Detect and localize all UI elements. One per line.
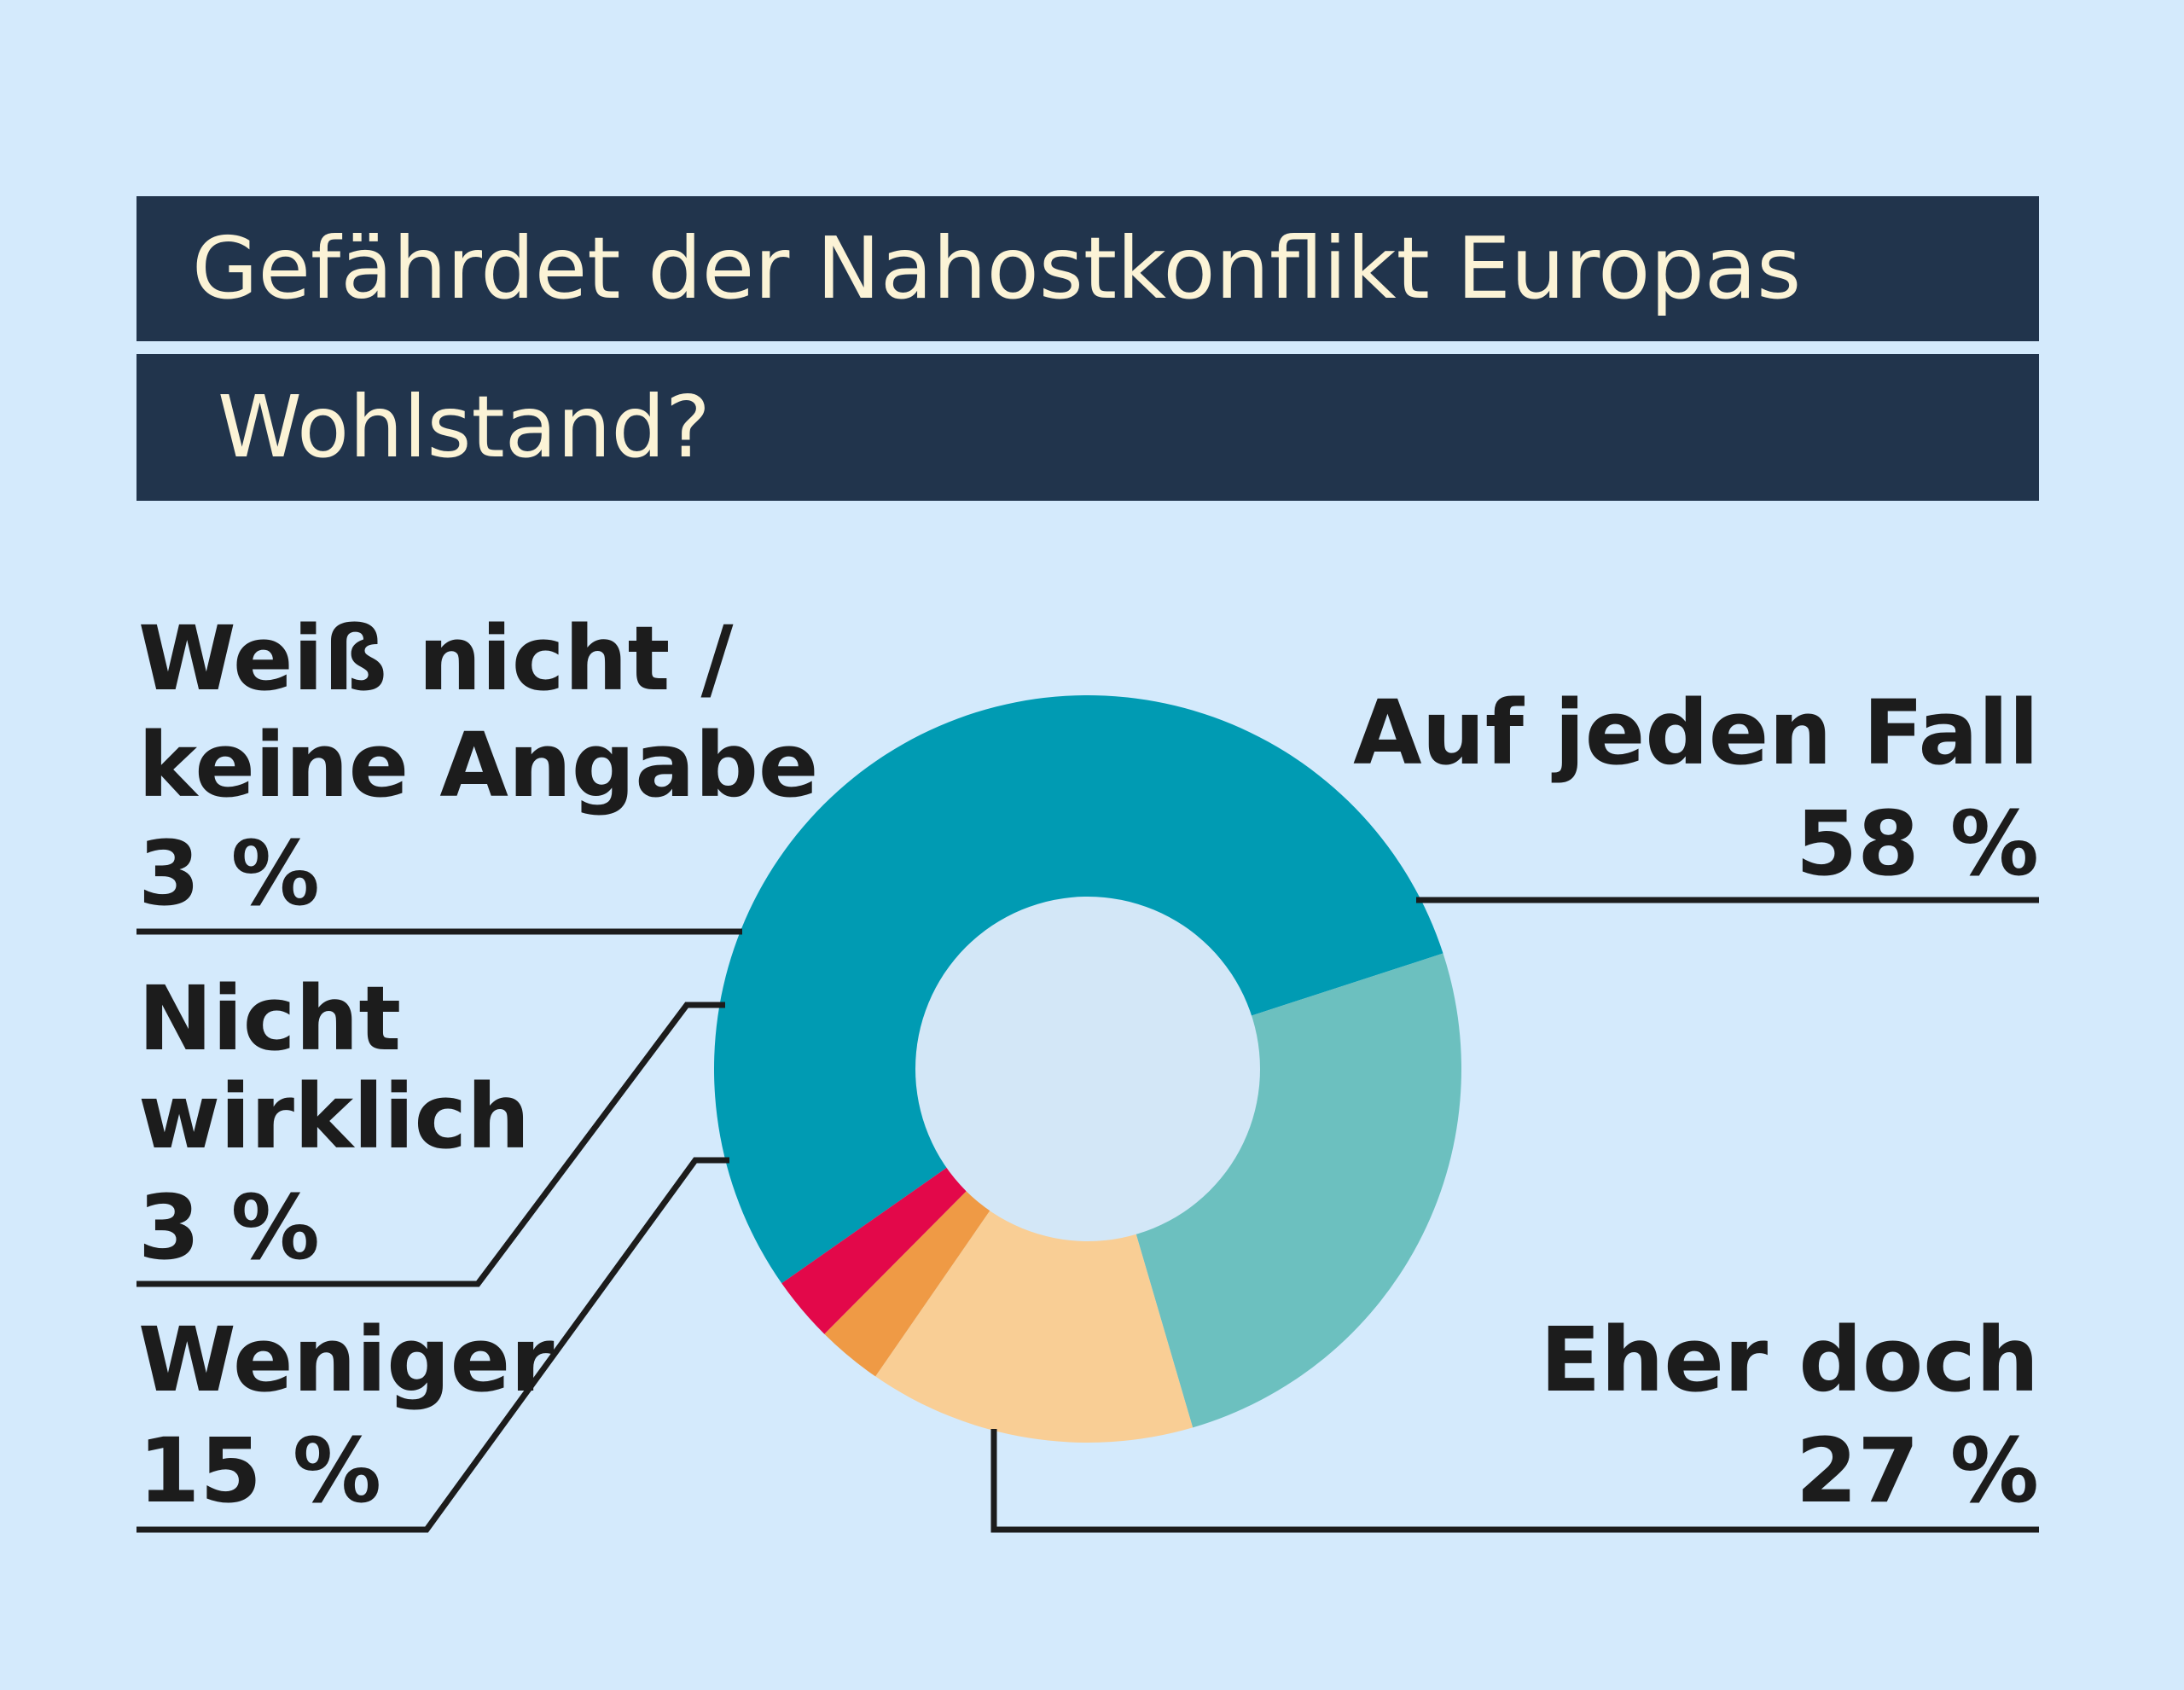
slice-label-2-line-0: Weniger — [138, 1308, 555, 1412]
leader-lines — [136, 897, 2039, 1533]
title-bar-line-1: Gefährdet der Nahostkonflikt Europas — [136, 196, 2039, 341]
slice-value-label-2: 15 % — [138, 1419, 381, 1523]
slice-label-3-line-1: wirklich — [138, 1065, 530, 1169]
slice-label-4-line-1: keine Angabe — [138, 713, 818, 817]
slice-value-label-1: 27 % — [1796, 1419, 2039, 1523]
donut-hole — [915, 897, 1260, 1241]
slice-label-1-line-0: Eher doch — [1540, 1308, 2039, 1412]
slice-label-4-line-0: Weiß nicht / — [138, 607, 733, 711]
leader-line-1 — [990, 1429, 2039, 1533]
slice-label-3-line-0: Nicht — [138, 967, 401, 1071]
leader-line-3 — [136, 1002, 725, 1287]
chart-title-line-1: Gefährdet der Nahostkonflikt Europas — [192, 218, 1802, 318]
chart-title-line-2: Wohlstand? — [218, 377, 711, 477]
slice-value-label-4: 3 % — [138, 822, 320, 926]
title-bar-line-2: Wohlstand? — [136, 354, 2039, 501]
slice-value-label-0: 58 % — [1796, 792, 2039, 896]
slice-label-0-line-0: Auf jeden Fall — [1353, 681, 2039, 785]
slice-value-label-3: 3 % — [138, 1176, 320, 1280]
leader-line-2 — [136, 1157, 729, 1533]
